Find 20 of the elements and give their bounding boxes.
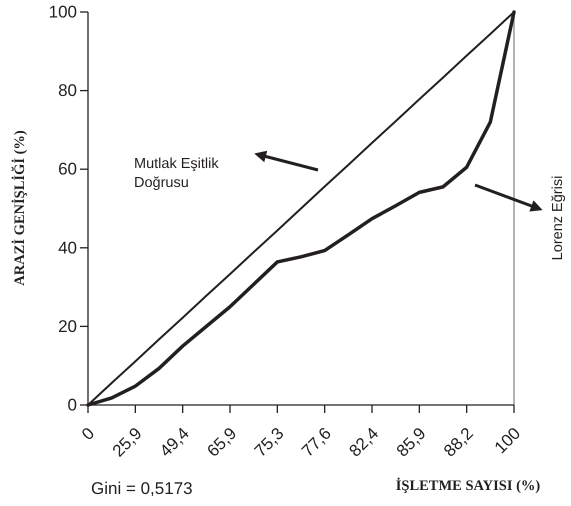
x-tick-label: 77,6 <box>298 424 335 461</box>
x-tick-label: 0 <box>78 424 98 444</box>
y-tick-label: 100 <box>48 2 77 22</box>
y-tick-label: 0 <box>68 395 77 414</box>
x-tick-label: 65,9 <box>203 424 240 461</box>
x-tick-label: 85,9 <box>392 424 430 461</box>
y-axis-title: ARAZİ GENİŞLİĞİ (%) <box>11 130 28 286</box>
x-tick-label: 88,2 <box>440 424 477 461</box>
annotation: Mutlak Eşitlik Doğrusu <box>134 156 220 191</box>
text: Gini = 0,5173 <box>91 479 193 498</box>
text: Lorenz Eğrisi <box>550 176 566 260</box>
y-tick-label: 60 <box>58 160 77 179</box>
x-axis-title: İŞLETME SAYISI (%) <box>396 477 540 494</box>
x-tick-label: 49,4 <box>156 424 193 461</box>
x-tick-label: 100 <box>490 424 524 458</box>
x-tick-label: 82,4 <box>345 424 382 461</box>
y-tick-label: 20 <box>58 316 77 336</box>
x-tick-label: 75,3 <box>250 424 288 461</box>
y-tick-label: 40 <box>58 238 77 258</box>
y-tick-label: 80 <box>58 81 77 100</box>
